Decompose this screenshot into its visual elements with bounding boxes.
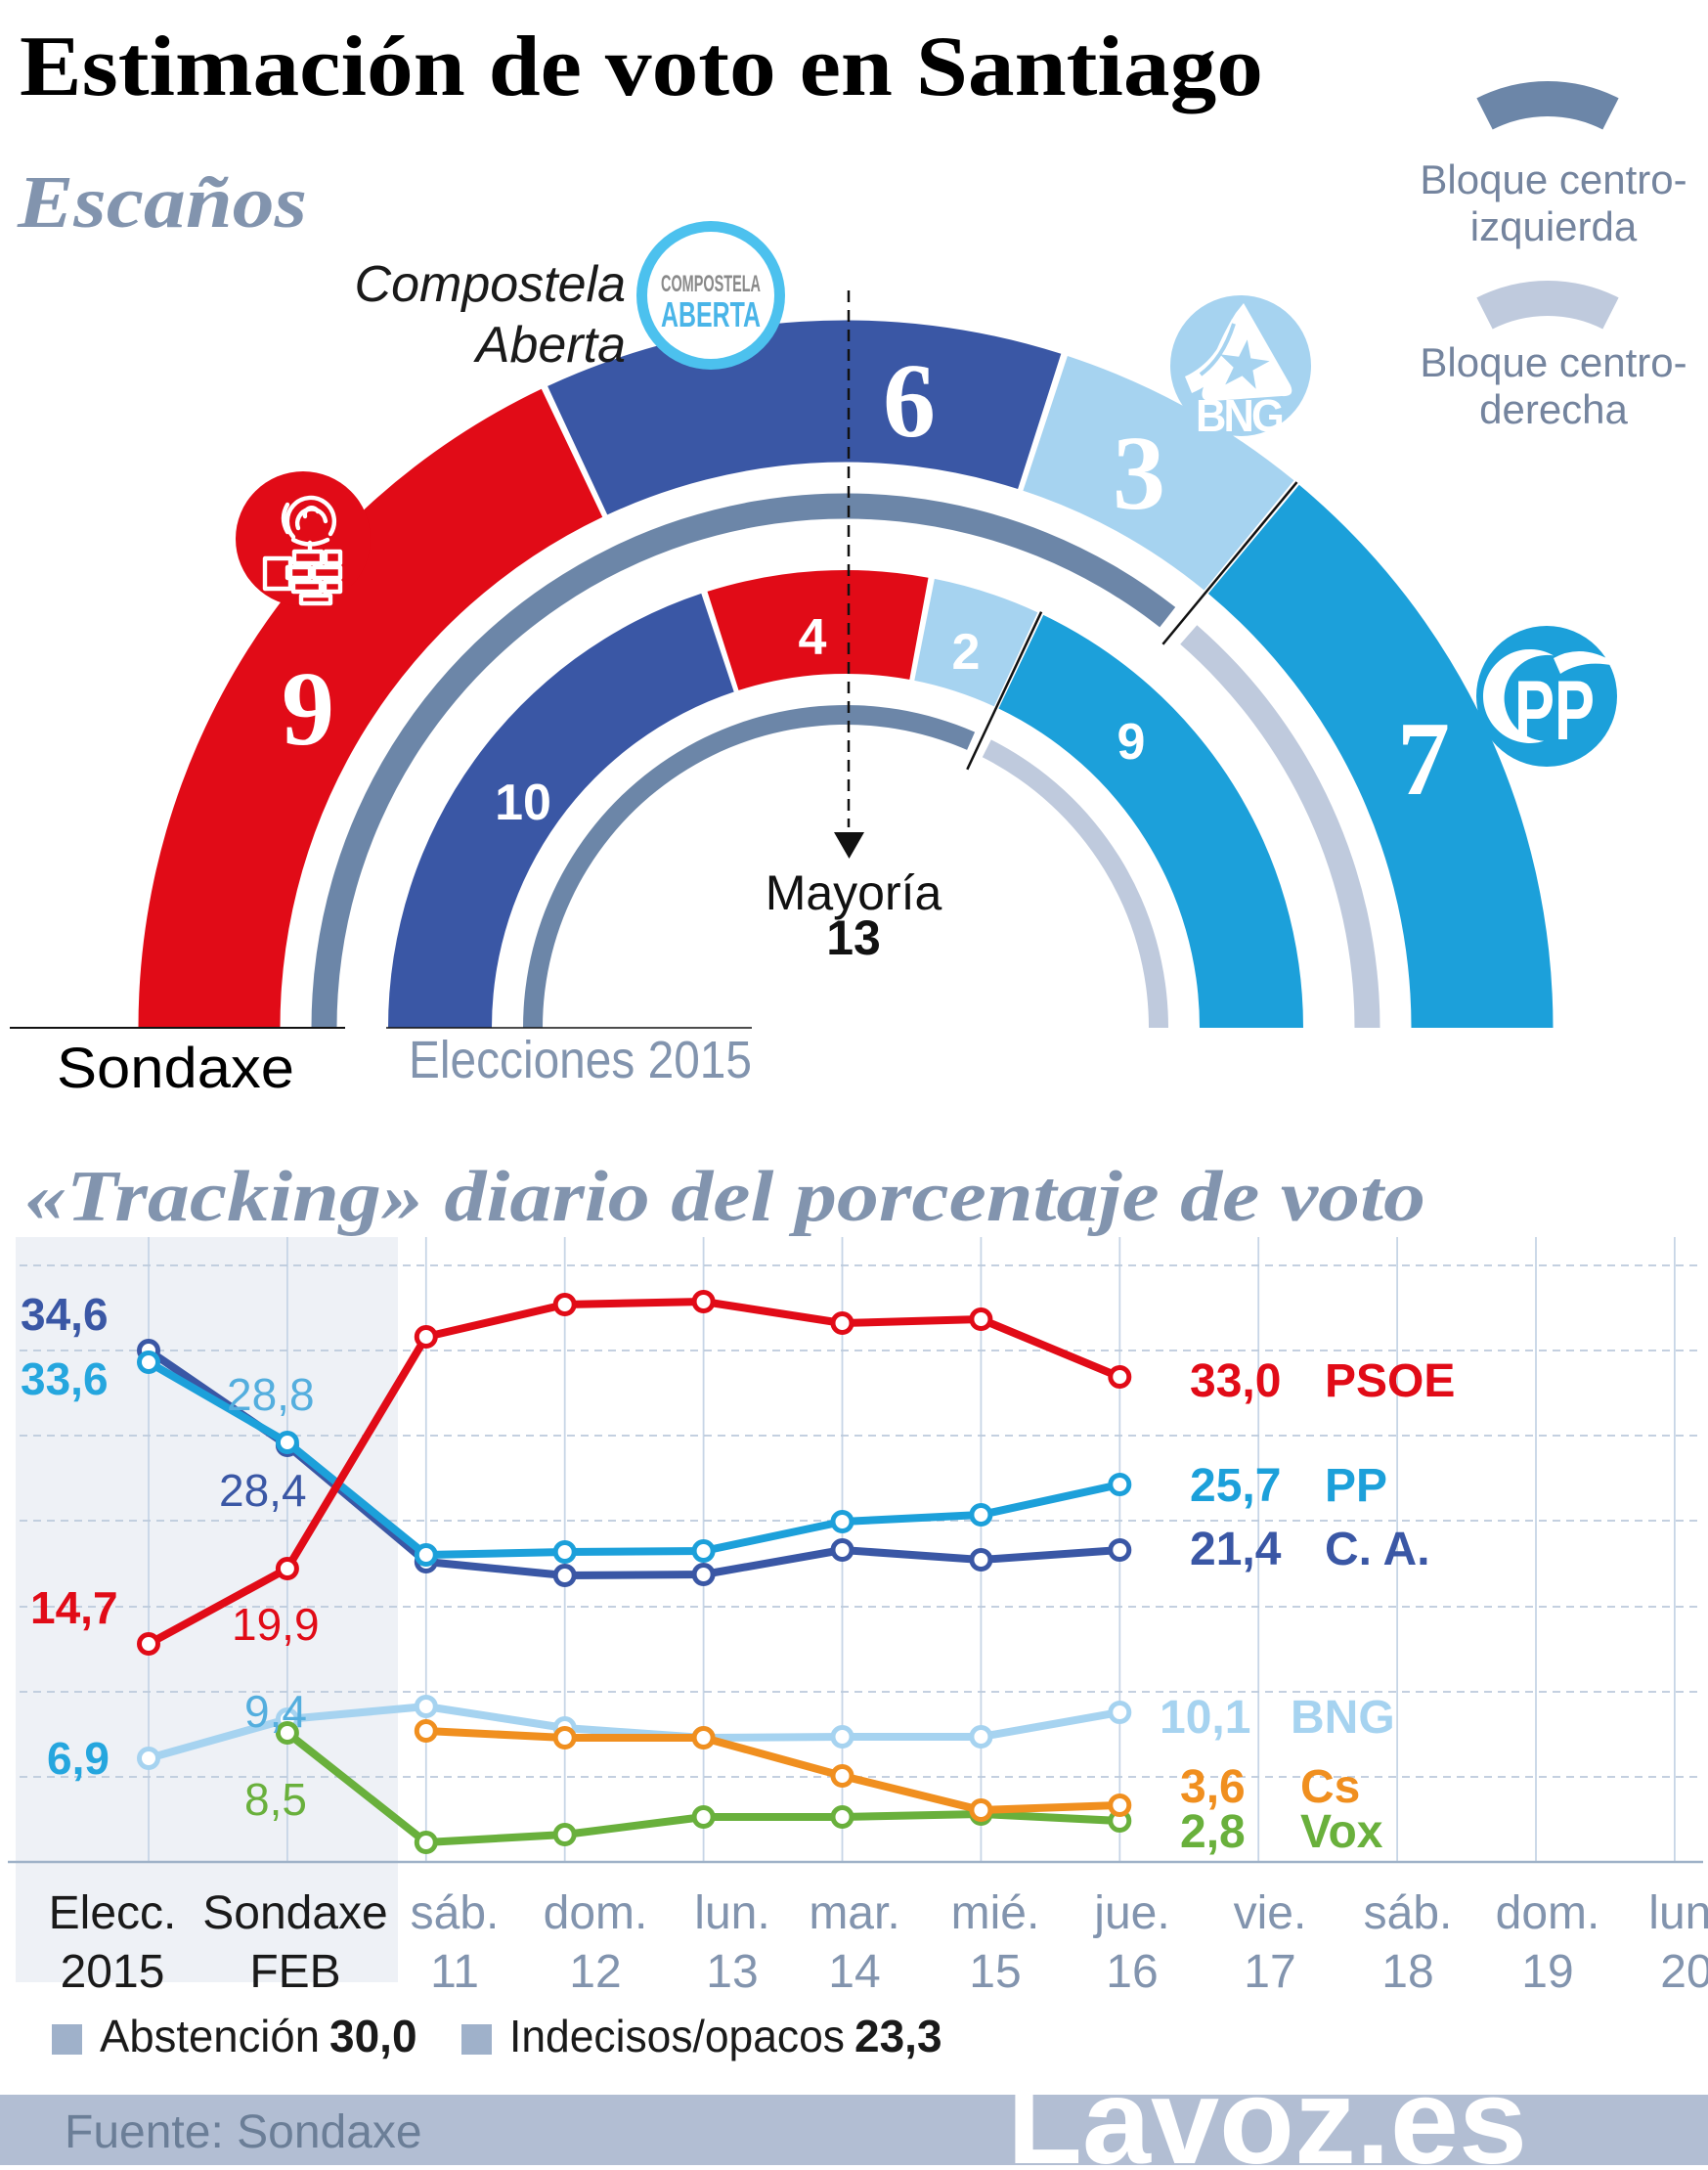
- svg-text:mar.: mar.: [809, 1887, 899, 1939]
- svg-text:4: 4: [799, 609, 827, 666]
- svg-text:9: 9: [1117, 714, 1146, 771]
- svg-text:PP: PP: [1325, 1460, 1387, 1512]
- svg-text:28,4: 28,4: [219, 1465, 307, 1516]
- svg-text:3: 3: [1113, 416, 1165, 532]
- svg-text:11: 11: [430, 1946, 479, 1998]
- svg-text:10,1: 10,1: [1160, 1692, 1250, 1744]
- svg-text:C. A.: C. A.: [1325, 1524, 1430, 1575]
- svg-text:6,9: 6,9: [47, 1733, 109, 1784]
- svg-text:18: 18: [1381, 1946, 1433, 1998]
- svg-text:33,6: 33,6: [21, 1353, 109, 1404]
- svg-text:3,6: 3,6: [1180, 1761, 1246, 1813]
- svg-text:34,6: 34,6: [21, 1289, 109, 1340]
- svg-text:8,5: 8,5: [244, 1774, 307, 1825]
- svg-text:Indecisos/opacos: Indecisos/opacos: [509, 2011, 845, 2061]
- svg-text:Sondaxe: Sondaxe: [57, 1037, 294, 1100]
- svg-text:mié.: mié.: [951, 1887, 1040, 1939]
- svg-text:jue.: jue.: [1092, 1887, 1169, 1939]
- svg-text:10: 10: [495, 775, 551, 831]
- svg-text:ABERTA: ABERTA: [661, 294, 761, 334]
- svg-text:9,4: 9,4: [244, 1686, 307, 1737]
- svg-text:30,0: 30,0: [329, 2011, 417, 2061]
- svg-text:dom.: dom.: [544, 1887, 648, 1939]
- svg-text:Elecciones 2015: Elecciones 2015: [409, 1031, 752, 1089]
- svg-text:2: 2: [952, 624, 981, 681]
- svg-text:dom.: dom.: [1496, 1887, 1600, 1939]
- svg-text:Compostela: Compostela: [355, 256, 626, 313]
- svg-text:derecha: derecha: [1479, 386, 1628, 432]
- svg-text:9: 9: [282, 651, 334, 768]
- svg-text:16: 16: [1106, 1946, 1158, 1998]
- svg-text:33,0: 33,0: [1190, 1355, 1281, 1407]
- svg-text:Fuente: Sondaxe: Fuente: Sondaxe: [65, 2106, 422, 2158]
- svg-text:sáb.: sáb.: [1364, 1887, 1453, 1939]
- svg-text:PP: PP: [1514, 664, 1595, 758]
- svg-text:17: 17: [1244, 1946, 1295, 1998]
- svg-text:14: 14: [828, 1946, 880, 1998]
- svg-text:2015: 2015: [61, 1946, 165, 1998]
- svg-text:23,3: 23,3: [854, 2011, 942, 2061]
- svg-text:PSOE: PSOE: [1325, 1355, 1455, 1407]
- svg-text:«Tracking» diario del porcenta: «Tracking» diario del porcentaje de voto: [24, 1157, 1425, 1237]
- svg-text:7: 7: [1397, 701, 1450, 818]
- svg-text:Mayoría: Mayoría: [766, 865, 942, 920]
- svg-text:Vox: Vox: [1300, 1806, 1383, 1858]
- svg-text:Estimación de voto en Santiago: Estimación de voto en Santiago: [20, 20, 1263, 114]
- svg-text:28,8: 28,8: [227, 1369, 315, 1420]
- svg-text:COMPOSTELA: COMPOSTELA: [661, 271, 761, 297]
- svg-text:Sondaxe: Sondaxe: [202, 1887, 388, 1939]
- svg-text:Bloque centro-: Bloque centro-: [1420, 156, 1686, 202]
- svg-text:6: 6: [883, 343, 936, 460]
- svg-text:Aberta: Aberta: [473, 317, 626, 374]
- svg-text:14,7: 14,7: [30, 1582, 118, 1633]
- svg-text:21,4: 21,4: [1190, 1524, 1282, 1575]
- svg-text:13: 13: [706, 1946, 758, 1998]
- svg-text:vie.: vie.: [1234, 1887, 1307, 1939]
- svg-text:lun.: lun.: [694, 1887, 769, 1939]
- svg-text:19,9: 19,9: [232, 1599, 320, 1650]
- svg-text:20: 20: [1660, 1946, 1708, 1998]
- svg-text:Bloque centro-: Bloque centro-: [1420, 339, 1686, 385]
- svg-text:Lavoz.es: Lavoz.es: [1007, 2055, 1527, 2165]
- svg-text:13: 13: [826, 910, 881, 965]
- svg-text:izquierda: izquierda: [1470, 203, 1638, 249]
- svg-text:FEB: FEB: [249, 1946, 340, 1998]
- svg-text:sáb.: sáb.: [411, 1887, 500, 1939]
- svg-text:lun.: lun.: [1648, 1887, 1708, 1939]
- svg-text:Escaños: Escaños: [17, 161, 307, 244]
- svg-text:Abstención: Abstención: [100, 2011, 320, 2061]
- svg-text:BNG: BNG: [1196, 390, 1282, 441]
- svg-text:25,7: 25,7: [1190, 1460, 1281, 1512]
- svg-text:BNG: BNG: [1291, 1692, 1395, 1744]
- svg-text:19: 19: [1521, 1946, 1573, 1998]
- svg-text:2,8: 2,8: [1180, 1806, 1246, 1858]
- svg-text:12: 12: [569, 1946, 621, 1998]
- svg-text:Cs: Cs: [1300, 1761, 1360, 1813]
- svg-text:Elecc.: Elecc.: [49, 1887, 177, 1939]
- svg-text:15: 15: [969, 1946, 1021, 1998]
